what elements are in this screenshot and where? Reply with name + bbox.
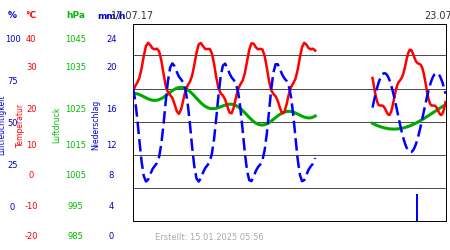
Text: mm/h: mm/h <box>97 11 126 20</box>
Text: 100: 100 <box>5 36 21 44</box>
Bar <box>416 194 418 221</box>
Text: 995: 995 <box>68 202 84 211</box>
Text: %: % <box>8 11 17 20</box>
Text: 10: 10 <box>26 140 36 149</box>
Text: 12: 12 <box>106 140 117 149</box>
Text: 16: 16 <box>106 106 117 114</box>
Text: 0: 0 <box>28 170 34 179</box>
Text: Niederschlag: Niederschlag <box>91 100 100 150</box>
Text: Luftfeuchtigkeit: Luftfeuchtigkeit <box>0 95 6 155</box>
Text: -10: -10 <box>24 202 38 211</box>
Text: 1025: 1025 <box>65 106 86 114</box>
Text: -20: -20 <box>24 232 38 241</box>
Text: Erstellt: 15.01.2025 05:56: Erstellt: 15.01.2025 05:56 <box>155 234 264 242</box>
Text: 0: 0 <box>10 204 15 212</box>
Text: 40: 40 <box>26 36 36 44</box>
Text: 1045: 1045 <box>65 36 86 44</box>
Text: 985: 985 <box>68 232 84 241</box>
Text: Luftdruck: Luftdruck <box>53 107 62 143</box>
Text: 1035: 1035 <box>65 63 86 72</box>
Text: 50: 50 <box>7 120 18 128</box>
Text: 75: 75 <box>7 78 18 86</box>
Text: 8: 8 <box>109 170 114 179</box>
Text: 20: 20 <box>106 63 117 72</box>
Text: 25: 25 <box>7 162 18 170</box>
Text: 20: 20 <box>26 106 36 114</box>
Text: 1005: 1005 <box>65 170 86 179</box>
Text: Temperatur: Temperatur <box>16 103 25 147</box>
Text: 30: 30 <box>26 63 36 72</box>
Text: 24: 24 <box>106 36 117 44</box>
Text: 0: 0 <box>109 232 114 241</box>
Text: 4: 4 <box>109 202 114 211</box>
Text: 1015: 1015 <box>65 140 86 149</box>
Text: hPa: hPa <box>66 11 85 20</box>
Text: °C: °C <box>26 11 37 20</box>
